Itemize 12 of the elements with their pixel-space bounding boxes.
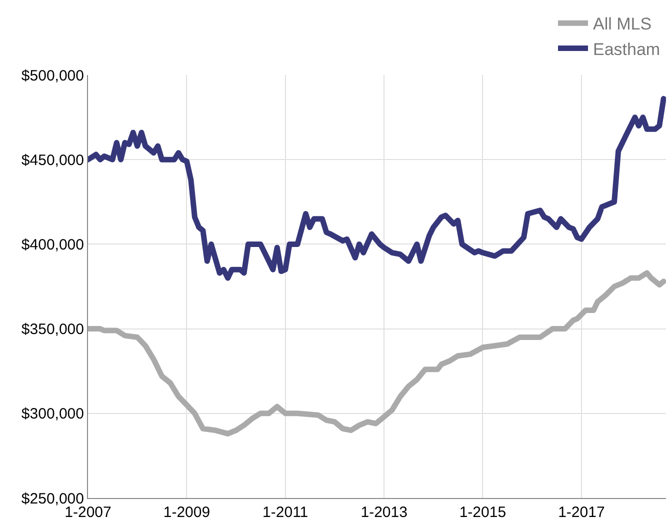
legend-label: Eastham: [593, 40, 660, 59]
x-tick-label: 1-2011: [262, 504, 308, 521]
y-tick-label: $350,000: [21, 321, 84, 338]
x-tick-label: 1-2009: [163, 504, 210, 521]
y-tick-label: $300,000: [21, 406, 84, 423]
x-tick-label: 1-2017: [558, 504, 605, 521]
y-tick-label: $450,000: [21, 152, 84, 169]
y-tick-label: $500,000: [21, 67, 84, 84]
legend-label: All MLS: [593, 14, 652, 34]
x-tick-label: 1-2015: [459, 504, 506, 521]
y-tick-label: $400,000: [21, 236, 84, 254]
x-tick-label: 1-2013: [360, 504, 408, 521]
